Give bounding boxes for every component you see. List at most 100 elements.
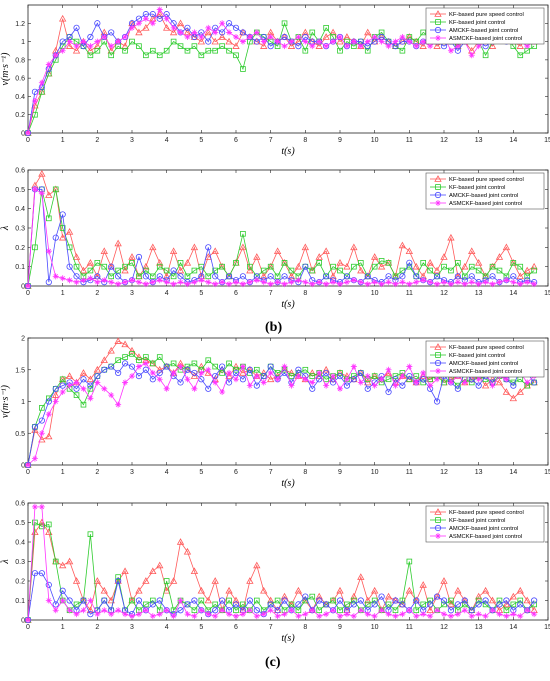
- data-point-kf-based-pure-speed-control: [516, 272, 524, 280]
- data-point-kf-based-joint-control: [524, 273, 530, 280]
- data-point-kf-based-pure-speed-control: [495, 378, 504, 386]
- data-point-amckf-based-joint-control: [316, 376, 323, 383]
- data-point-asmckf-based-joint-control: [503, 613, 510, 620]
- data-point-asmckf-based-joint-control: [253, 29, 260, 36]
- data-point-kf-based-joint-control: [441, 379, 447, 386]
- data-point-amckf-based-joint-control: [427, 601, 434, 608]
- y-tick-label: 0.2: [15, 579, 25, 586]
- data-point-asmckf-based-joint-control: [170, 613, 177, 620]
- data-point-asmckf-based-joint-control: [142, 15, 149, 22]
- data-point-kf-based-pure-speed-control: [336, 258, 344, 266]
- y-tick-label: 0.1: [15, 598, 25, 605]
- x-tick-label: 10: [371, 624, 379, 631]
- data-point-amckf-based-joint-control: [295, 43, 302, 50]
- x-tick-label: 7: [269, 469, 273, 476]
- y-tick-label: 0.1: [15, 264, 25, 271]
- data-point-asmckf-based-joint-control: [427, 613, 434, 620]
- data-point-kf-based-joint-control: [80, 401, 87, 408]
- data-point-amckf-based-joint-control: [239, 29, 247, 36]
- data-point-asmckf-based-joint-control: [38, 190, 45, 197]
- data-point-amckf-based-joint-control: [281, 273, 288, 280]
- data-point-asmckf-based-joint-control: [52, 607, 59, 614]
- data-point-asmckf-based-joint-control: [184, 34, 191, 40]
- x-tick-label: 9: [338, 137, 342, 144]
- data-point-asmckf-based-joint-control: [45, 61, 52, 68]
- data-point-amckf-based-joint-control: [316, 597, 323, 604]
- data-point-asmckf-based-joint-control: [489, 382, 496, 389]
- data-point-kf-based-joint-control: [448, 597, 454, 604]
- data-point-asmckf-based-joint-control: [330, 607, 337, 614]
- data-point-asmckf-based-joint-control: [219, 20, 226, 27]
- data-point-amckf-based-joint-control: [31, 423, 39, 430]
- data-point-kf-based-pure-speed-control: [58, 233, 67, 241]
- data-point-asmckf-based-joint-control: [73, 279, 80, 286]
- x-tick-label: 13: [475, 290, 483, 297]
- data-point-amckf-based-joint-control: [336, 597, 344, 604]
- data-point-kf-based-pure-speed-control: [204, 596, 212, 604]
- data-point-amckf-based-joint-control: [59, 587, 66, 594]
- data-point-kf-based-joint-control: [73, 392, 80, 398]
- x-tick-label: 9: [338, 624, 342, 631]
- data-point-asmckf-based-joint-control: [129, 613, 135, 620]
- data-point-asmckf-based-joint-control: [212, 613, 219, 620]
- data-point-amckf-based-joint-control: [482, 597, 489, 604]
- x-tick-label: 11: [406, 469, 413, 476]
- data-point-kf-based-pure-speed-control: [433, 42, 441, 49]
- data-point-kf-based-pure-speed-control: [65, 42, 74, 49]
- data-point-asmckf-based-joint-control: [302, 279, 309, 286]
- data-point-kf-based-joint-control: [247, 263, 253, 270]
- data-point-kf-based-pure-speed-control: [169, 247, 178, 255]
- data-point-asmckf-based-joint-control: [531, 281, 538, 288]
- data-point-kf-based-joint-control: [59, 376, 66, 383]
- data-point-asmckf-based-joint-control: [288, 279, 295, 286]
- data-point-asmckf-based-joint-control: [226, 281, 233, 288]
- data-point-kf-based-joint-control: [351, 597, 357, 604]
- data-point-kf-based-pure-speed-control: [287, 272, 296, 280]
- data-point-kf-based-joint-control: [177, 259, 184, 266]
- data-point-kf-based-joint-control: [191, 43, 198, 49]
- data-point-asmckf-based-joint-control: [163, 15, 170, 22]
- data-point-kf-based-pure-speed-control: [65, 372, 74, 379]
- data-point-asmckf-based-joint-control: [295, 613, 302, 620]
- data-point-kf-based-joint-control: [115, 357, 121, 364]
- data-point-kf-based-joint-control: [517, 597, 524, 604]
- data-point-amckf-based-joint-control: [108, 363, 115, 370]
- x-tick-label: 2: [95, 290, 99, 297]
- data-point-asmckf-based-joint-control: [371, 382, 378, 389]
- data-point-kf-based-joint-control: [510, 601, 517, 608]
- data-point-kf-based-joint-control: [253, 366, 260, 373]
- legend-marker: [435, 200, 441, 206]
- data-point-amckf-based-joint-control: [433, 398, 441, 405]
- data-point-asmckf-based-joint-control: [122, 611, 129, 618]
- data-point-kf-based-pure-speed-control: [142, 577, 150, 584]
- data-point-asmckf-based-joint-control: [337, 613, 343, 620]
- data-point-amckf-based-joint-control: [461, 597, 468, 604]
- data-point-kf-based-pure-speed-control: [246, 266, 254, 274]
- x-tick-label: 13: [475, 624, 483, 631]
- data-point-kf-based-pure-speed-control: [176, 266, 185, 274]
- x-tick-label: 2: [95, 624, 99, 631]
- data-point-kf-based-joint-control: [351, 373, 357, 379]
- data-point-asmckf-based-joint-control: [364, 373, 371, 380]
- data-point-amckf-based-joint-control: [52, 234, 59, 241]
- legend-marker: [434, 10, 442, 17]
- legend-marker: [435, 35, 441, 41]
- data-point-asmckf-based-joint-control: [135, 279, 142, 286]
- data-point-asmckf-based-joint-control: [253, 373, 260, 380]
- y-tick-label: 1: [21, 399, 25, 406]
- data-point-asmckf-based-joint-control: [420, 611, 427, 618]
- data-point-asmckf-based-joint-control: [413, 279, 420, 286]
- x-tick-label: 14: [509, 137, 517, 144]
- data-point-kf-based-pure-speed-control: [169, 28, 178, 36]
- data-point-amckf-based-joint-control: [468, 607, 475, 614]
- data-point-amckf-based-joint-control: [399, 273, 406, 280]
- data-point-asmckf-based-joint-control: [31, 503, 38, 510]
- data-point-amckf-based-joint-control: [267, 601, 274, 608]
- data-point-asmckf-based-joint-control: [316, 369, 323, 376]
- data-point-asmckf-based-joint-control: [323, 611, 330, 618]
- data-point-asmckf-based-joint-control: [253, 277, 260, 284]
- data-point-kf-based-joint-control: [39, 89, 45, 95]
- x-tick-label: 10: [371, 469, 379, 476]
- data-point-asmckf-based-joint-control: [129, 373, 135, 380]
- data-point-asmckf-based-joint-control: [468, 279, 475, 286]
